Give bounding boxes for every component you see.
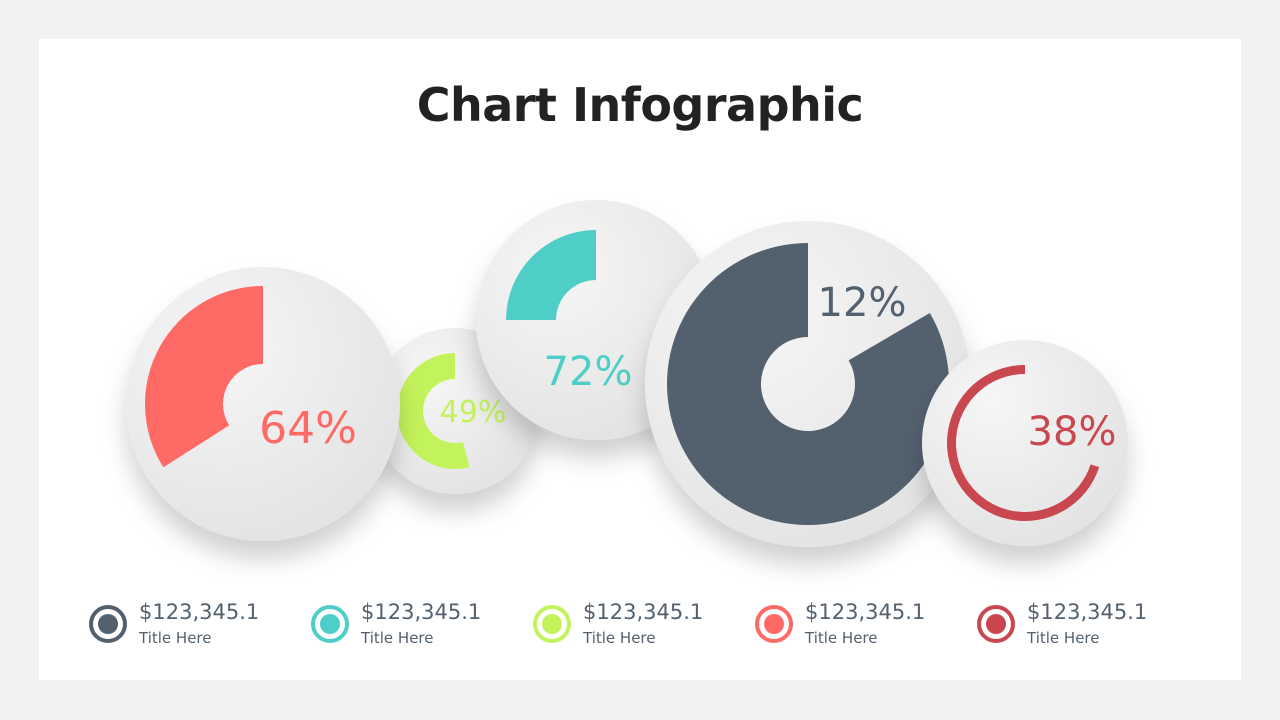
legend-item-1: $123,345.1 Title Here [88, 598, 288, 654]
legend-label: Title Here [1027, 629, 1100, 647]
legend-label: Title Here [139, 629, 212, 647]
legend-item-3: $123,345.1 Title Here [532, 598, 732, 654]
legend-value: $123,345.1 [139, 600, 260, 624]
donut-49-arc [397, 353, 470, 469]
legend-item-5: $123,345.1 Title Here [976, 598, 1176, 654]
donut-12-group: 12% [645, 221, 971, 547]
donut-38-group: 38% [922, 340, 1128, 546]
donut-64-group: 64% [126, 267, 400, 541]
donut-72-arc [506, 230, 596, 320]
legend-label: Title Here [805, 629, 878, 647]
legend-value: $123,345.1 [805, 600, 926, 624]
legend-marker-icon [755, 605, 793, 643]
legend-marker-icon [977, 605, 1015, 643]
legend-item-4: $123,345.1 Title Here [754, 598, 954, 654]
legend-marker-icon [533, 605, 571, 643]
legend-marker-icon [89, 605, 127, 643]
donut-12-arc [666, 243, 949, 525]
legend-label: Title Here [583, 629, 656, 647]
donut-49-label: 49% [440, 395, 507, 430]
page-title: Chart Infographic [416, 78, 864, 132]
legend-marker-icon [311, 605, 349, 643]
donut-12-label: 12% [818, 280, 907, 326]
donut-38-label: 38% [1028, 409, 1117, 455]
legend-item-2: $123,345.1 Title Here [310, 598, 510, 654]
donut-64-label: 64% [259, 403, 357, 454]
donut-64-arc [145, 286, 263, 468]
legend-label: Title Here [361, 629, 434, 647]
legend-value: $123,345.1 [583, 600, 704, 624]
donut-72-label: 72% [544, 349, 633, 395]
legend-value: $123,345.1 [1027, 600, 1148, 624]
legend-value: $123,345.1 [361, 600, 482, 624]
